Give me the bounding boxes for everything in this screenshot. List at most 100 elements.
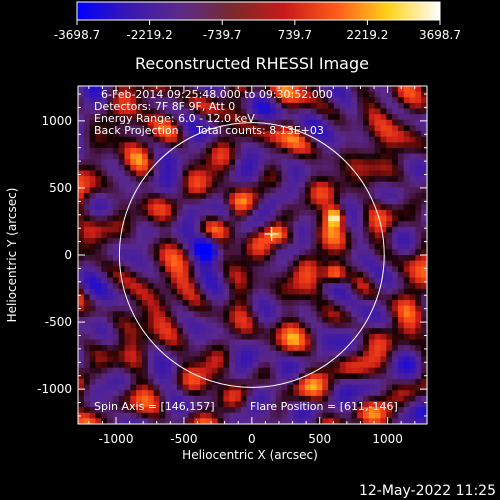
- heatmap-cell: [339, 164, 347, 172]
- heatmap-cell: [328, 86, 335, 93]
- heatmap-cell: [252, 277, 259, 284]
- heatmap-cell: [229, 367, 236, 374]
- heatmap-cell: [83, 390, 91, 397]
- heatmap-cell: [217, 215, 225, 222]
- heatmap-cell: [217, 232, 225, 239]
- heatmap-cell: [159, 328, 166, 335]
- heatmap-cell: [89, 131, 97, 138]
- heatmap-cell: [351, 373, 358, 380]
- heatmap-cell: [264, 147, 271, 155]
- flare-position-label: Flare Position = [611,-146]: [250, 400, 398, 413]
- heatmap-cell: [299, 159, 306, 166]
- heatmap-cell: [333, 407, 341, 414]
- heatmap-cell: [211, 176, 219, 183]
- heatmap-cell: [211, 136, 219, 143]
- heatmap-cell: [368, 153, 376, 160]
- heatmap-cell: [264, 378, 271, 386]
- heatmap-cell: [351, 187, 358, 194]
- heatmap-cell: [89, 350, 97, 357]
- heatmap-cell: [153, 407, 161, 414]
- heatmap-cell: [328, 249, 335, 256]
- heatmap-cell: [421, 147, 427, 155]
- heatmap-cell: [240, 384, 248, 391]
- heatmap-cell: [78, 316, 85, 324]
- heatmap-cell: [176, 153, 184, 160]
- heatmap-cell: [246, 198, 254, 205]
- heatmap-cell: [363, 356, 370, 363]
- heatmap-cell: [322, 249, 329, 256]
- heatmap-cell: [136, 187, 143, 194]
- heatmap-cell: [182, 232, 190, 239]
- heatmap-cell: [147, 266, 155, 273]
- heatmap-cell: [159, 339, 166, 346]
- heatmap-cell: [392, 418, 399, 424]
- heatmap-cell: [304, 147, 312, 155]
- heatmap-cell: [107, 147, 114, 155]
- heatmap-cell: [107, 215, 114, 222]
- heatmap-cell: [386, 356, 393, 363]
- heatmap-cell: [328, 412, 335, 419]
- heatmap-cell: [328, 114, 335, 121]
- heatmap-cell: [304, 142, 312, 149]
- heatmap-cell: [229, 260, 236, 267]
- heatmap-cell: [159, 142, 166, 149]
- heatmap-cell: [147, 204, 155, 211]
- heatmap-cell: [357, 266, 364, 273]
- heatmap-cell: [275, 209, 283, 217]
- heatmap-cell: [240, 114, 248, 121]
- heatmap-cell: [153, 288, 161, 296]
- heatmap-cell: [287, 418, 294, 424]
- heatmap-cell: [124, 209, 131, 217]
- heatmap-cell: [153, 136, 161, 143]
- heatmap-cell: [269, 147, 277, 155]
- heatmap-cell: [281, 271, 288, 279]
- heatmap-cell: [258, 102, 265, 110]
- heatmap-cell: [345, 339, 352, 346]
- heatmap-cell: [217, 108, 225, 115]
- heatmap-cell: [171, 209, 178, 217]
- heatmap-cell: [124, 176, 131, 183]
- heatmap-cell: [130, 322, 137, 329]
- heatmap-cell: [165, 322, 172, 329]
- heatmap-cell: [328, 316, 335, 324]
- heatmap-cell: [118, 395, 126, 403]
- heatmap-cell: [107, 164, 114, 172]
- heatmap-cell: [130, 300, 137, 307]
- heatmap-cell: [374, 418, 382, 424]
- heatmap-cell: [112, 147, 120, 155]
- heatmap-cell: [83, 170, 91, 177]
- heatmap-cell: [171, 390, 178, 397]
- heatmap-cell: [339, 345, 347, 352]
- heatmap-cell: [136, 333, 143, 341]
- heatmap-cell: [363, 316, 370, 324]
- heatmap-cell: [397, 114, 405, 121]
- heatmap-cell: [322, 367, 329, 374]
- heatmap-cell: [397, 277, 405, 284]
- heatmap-cell: [310, 204, 318, 211]
- heatmap-cell: [194, 147, 201, 155]
- heatmap-cell: [374, 131, 382, 138]
- heatmap-cell: [83, 86, 91, 93]
- heatmap-cell: [322, 305, 329, 312]
- heatmap-cell: [136, 407, 143, 414]
- heatmap-cell: [392, 350, 399, 357]
- heatmap-cell: [136, 238, 143, 245]
- heatmap-cell: [176, 271, 184, 279]
- heatmap-cell: [258, 136, 265, 143]
- heatmap-cell: [83, 260, 91, 267]
- heatmap-cell: [333, 362, 341, 369]
- heatmap-cell: [269, 277, 277, 284]
- heatmap-cell: [386, 288, 393, 296]
- timestamp: 12-May-2022 11:25: [359, 483, 496, 499]
- heatmap-cell: [200, 277, 207, 284]
- heatmap-cell: [304, 316, 312, 324]
- heatmap-cell: [368, 384, 376, 391]
- heatmap-cell: [176, 362, 184, 369]
- heatmap-cell: [392, 86, 399, 93]
- heatmap-cell: [293, 407, 300, 414]
- heatmap-cell: [328, 407, 335, 414]
- heatmap-cell: [363, 407, 370, 414]
- heatmap-cell: [269, 294, 277, 301]
- heatmap-cell: [409, 108, 416, 115]
- heatmap-cell: [95, 153, 102, 160]
